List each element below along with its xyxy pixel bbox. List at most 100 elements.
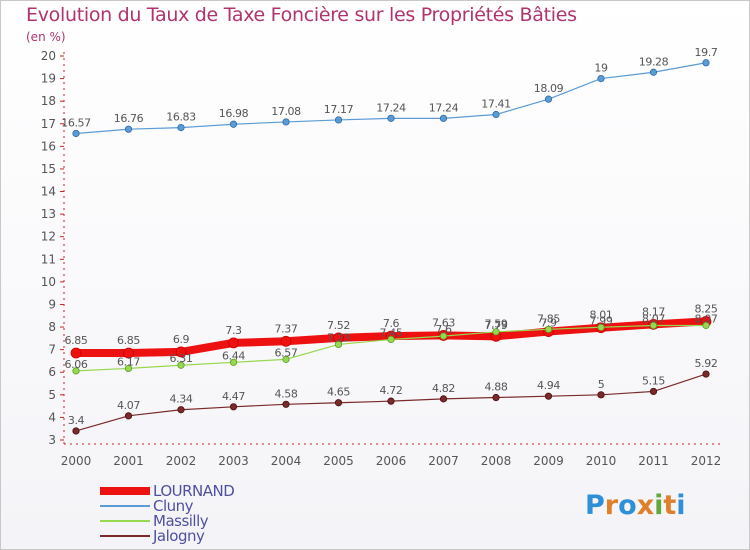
data-label-cluny: 17.41 xyxy=(481,98,511,111)
data-point-cluny xyxy=(334,116,343,124)
data-label-lournand: 6.85 xyxy=(65,334,88,347)
data-label-jalogny: 5.92 xyxy=(695,357,718,370)
data-label-lournand: 7.3 xyxy=(225,324,242,337)
data-label-jalogny: 4.47 xyxy=(222,390,245,403)
data-label-cluny: 17.17 xyxy=(324,103,354,116)
y-tick-label: 5 xyxy=(48,388,56,402)
data-label-lournand: 7.85 xyxy=(537,313,560,326)
x-tick-label: 2007 xyxy=(428,454,459,468)
data-label-jalogny: 4.88 xyxy=(485,381,508,394)
logo-letter: i xyxy=(676,490,686,521)
data-label-lournand: 7.6 xyxy=(383,317,400,330)
y-tick-label: 9 xyxy=(48,297,56,311)
legend-swatch-massilly xyxy=(100,520,150,522)
data-point-jalogny xyxy=(334,399,343,407)
data-point-cluny xyxy=(649,68,658,76)
data-point-cluny xyxy=(387,114,395,122)
chart-title: Evolution du Taux de Taxe Foncière sur l… xyxy=(26,4,577,26)
x-tick-label: 2010 xyxy=(586,454,617,468)
data-label-lournand: 6.85 xyxy=(117,334,140,347)
data-label-lournand: 8.01 xyxy=(590,309,613,322)
legend-label-massilly: Massilly xyxy=(153,512,209,530)
data-point-massilly xyxy=(72,367,80,375)
logo-letter: x xyxy=(636,490,655,521)
data-label-jalogny: 4.34 xyxy=(170,393,193,406)
legend-label-cluny: Cluny xyxy=(153,497,194,515)
data-point-cluny xyxy=(597,74,605,83)
chart-axes: 3 4 5 6 7 8 9 10 11 12 13 14 15 16 17 18 19 20 2000 2001 200… xyxy=(41,49,722,468)
data-point-jalogny xyxy=(544,392,553,400)
data-label-lournand: 7.37 xyxy=(275,322,298,335)
legend-swatch-lournand xyxy=(100,487,150,495)
data-label-lournand: 7.52 xyxy=(327,319,350,332)
x-tick-label: 2005 xyxy=(323,454,354,468)
data-label-massilly: 6.06 xyxy=(65,358,88,371)
data-label-cluny: 18.09 xyxy=(534,82,564,95)
y-tick-label: 19 xyxy=(41,72,56,86)
data-point-jalogny xyxy=(177,406,185,414)
data-label-lournand: 6.9 xyxy=(173,333,190,346)
data-label-massilly: 7.6 xyxy=(435,323,452,336)
data-label-jalogny: 4.58 xyxy=(275,387,298,400)
data-label-cluny: 17.24 xyxy=(429,101,459,114)
data-label-jalogny: 5 xyxy=(598,378,605,391)
data-label-jalogny: 4.82 xyxy=(432,382,455,395)
y-tick-label: 6 xyxy=(48,365,56,379)
y-tick-label: 20 xyxy=(41,49,56,63)
data-point-jalogny xyxy=(124,412,133,420)
data-label-cluny: 19 xyxy=(594,62,608,75)
data-label-massilly: 7.79 xyxy=(485,319,508,332)
y-tick-label: 18 xyxy=(41,94,56,108)
data-point-massilly xyxy=(702,321,710,330)
data-label-massilly: 6.17 xyxy=(117,355,140,368)
data-point-massilly xyxy=(544,325,553,333)
y-tick-label: 11 xyxy=(41,252,56,266)
data-point-cluny xyxy=(177,124,185,132)
data-point-massilly xyxy=(492,328,500,336)
data-label-massilly: 7.9 xyxy=(540,316,557,329)
x-tick-label: 2002 xyxy=(166,454,197,468)
data-label-massilly: 8.07 xyxy=(642,312,665,325)
y-tick-label: 14 xyxy=(41,185,56,199)
y-tick-label: 7 xyxy=(48,343,56,357)
data-point-jalogny xyxy=(387,397,395,405)
y-tick-label: 17 xyxy=(41,117,56,131)
data-point-cluny xyxy=(124,125,133,133)
data-label-jalogny: 3.4 xyxy=(68,414,85,427)
data-point-cluny xyxy=(544,95,553,103)
x-tick-label: 2003 xyxy=(218,454,249,468)
legend-swatch-jalogny xyxy=(100,535,150,537)
data-label-massilly: 7.99 xyxy=(590,314,613,327)
y-tick-label: 3 xyxy=(48,433,56,447)
data-label-cluny: 19.7 xyxy=(695,46,718,59)
data-point-jalogny xyxy=(229,403,238,411)
data-label-cluny: 16.57 xyxy=(61,116,91,129)
data-point-jalogny xyxy=(439,395,448,403)
data-label-cluny: 17.24 xyxy=(376,101,406,114)
data-point-massilly xyxy=(334,340,343,349)
logo-letter: t xyxy=(663,490,677,521)
y-tick-label: 4 xyxy=(48,410,56,424)
data-point-cluny xyxy=(439,114,448,122)
data-label-massilly: 6.31 xyxy=(170,352,193,365)
data-point-cluny xyxy=(72,129,80,138)
chart-data-labels: 16.57 16.76 16.83 16.98 17.08 17.17 17.24 17.24… xyxy=(61,46,718,427)
data-point-cluny xyxy=(492,110,500,119)
legend-swatch-cluny xyxy=(100,505,150,507)
data-point-massilly xyxy=(229,358,238,366)
data-label-lournand: 8.17 xyxy=(642,305,665,318)
data-label-jalogny: 5.15 xyxy=(642,374,665,387)
data-label-lournand: 7.63 xyxy=(432,316,455,329)
data-point-cluny xyxy=(282,118,290,126)
data-label-cluny: 16.83 xyxy=(166,111,196,124)
data-point-cluny xyxy=(702,59,710,67)
x-tick-label: 2008 xyxy=(481,454,512,468)
x-tick-label: 2004 xyxy=(271,454,302,468)
data-label-jalogny: 4.65 xyxy=(327,386,350,399)
data-point-massilly xyxy=(597,323,605,331)
x-tick-label: 2009 xyxy=(533,454,564,468)
data-point-lournand xyxy=(280,335,292,347)
legend-label-lournand: LOURNAND xyxy=(153,482,235,500)
